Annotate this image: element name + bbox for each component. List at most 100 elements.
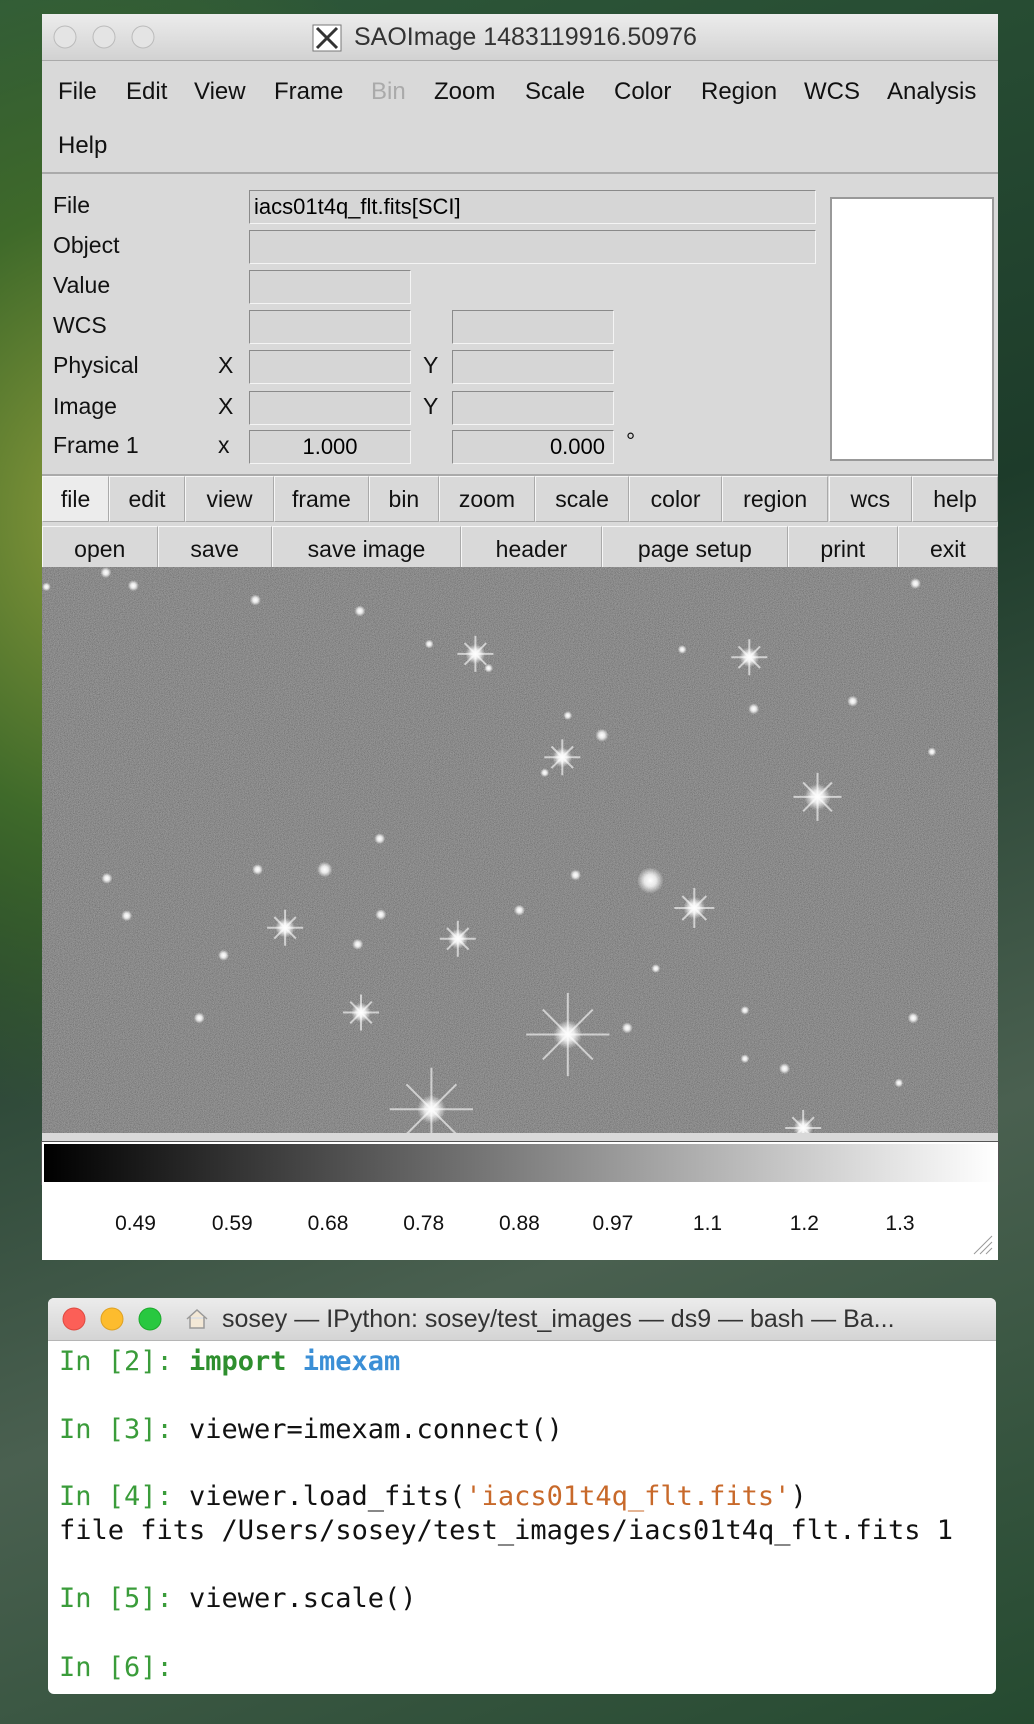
- menu-item[interactable]: Analysis: [887, 78, 977, 105]
- terminal-title: sosey — IPython: sosey/test_images — ds9…: [222, 1305, 895, 1333]
- star: [748, 703, 760, 715]
- field-label: Value: [53, 272, 111, 298]
- star: [465, 644, 486, 664]
- resize-grip[interactable]: [970, 1232, 994, 1256]
- text-field[interactable]: 1.000: [249, 430, 411, 464]
- axis-label: X: [218, 352, 234, 378]
- menu-item[interactable]: Help: [58, 132, 108, 159]
- text-field[interactable]: [452, 391, 614, 425]
- star: [683, 897, 706, 919]
- star: [218, 949, 229, 961]
- button[interactable]: open: [42, 526, 158, 572]
- button[interactable]: view: [185, 476, 275, 522]
- prompt: In [6]:: [59, 1652, 173, 1683]
- axis-label: Y: [423, 352, 439, 378]
- colorbar-tick-label: 0.78: [403, 1212, 445, 1235]
- menu-item[interactable]: File: [58, 78, 97, 105]
- field-label: WCS: [53, 312, 107, 338]
- axis-label: x: [218, 432, 230, 458]
- text-field[interactable]: [249, 391, 411, 425]
- button[interactable]: edit: [109, 476, 185, 522]
- field-label: Frame 1: [53, 432, 139, 458]
- x11-icon: [312, 24, 342, 52]
- terminal-line: In [5]: viewer.scale(): [59, 1583, 417, 1614]
- menu-item[interactable]: WCS: [804, 78, 860, 105]
- button[interactable]: save image: [271, 526, 462, 572]
- text-field[interactable]: [249, 310, 411, 344]
- text-field[interactable]: [249, 350, 411, 384]
- menu-item[interactable]: Frame: [274, 78, 344, 105]
- colorbar-scale: 0.49 0.59 0.68 0.78 0.88 0.97 1.1 1.2 1.3: [42, 1184, 998, 1260]
- text-field[interactable]: 0.000: [452, 430, 614, 464]
- menu-item[interactable]: View: [194, 78, 246, 105]
- button[interactable]: help: [912, 476, 998, 522]
- star: [375, 909, 387, 921]
- menu-item[interactable]: Zoom: [434, 78, 496, 105]
- button[interactable]: frame: [274, 476, 369, 522]
- button[interactable]: header: [461, 526, 602, 572]
- menu-item[interactable]: Bin: [371, 78, 406, 105]
- star: [621, 1022, 633, 1034]
- field-label: Object: [53, 232, 120, 258]
- code-token: ): [790, 1481, 807, 1512]
- colorbar-tick-label: 0.49: [115, 1212, 156, 1235]
- terminal-title-bar: sosey — IPython: sosey/test_images — ds9…: [48, 1298, 996, 1341]
- star: [847, 695, 859, 707]
- menu-item[interactable]: Color: [614, 78, 672, 105]
- terminal-line: In [3]: viewer=imexam.connect(): [59, 1414, 563, 1445]
- button[interactable]: wcs: [828, 476, 913, 522]
- colorbar: [41, 1141, 999, 1185]
- star: [894, 1078, 904, 1088]
- star: [317, 861, 333, 878]
- star: [484, 663, 493, 673]
- unit-label: °: [626, 428, 636, 454]
- star: [447, 928, 468, 949]
- ds9-window: SAOImage 1483119916.50976 File Edit View Fr…: [41, 14, 999, 1260]
- star: [252, 864, 264, 875]
- star: [101, 872, 113, 884]
- colorbar-tick-label: 0.88: [498, 1212, 540, 1235]
- code-token: viewer=imexam.connect(): [188, 1414, 563, 1445]
- title-bar: SAOImage 1483119916.50976: [42, 14, 998, 61]
- star: [193, 1012, 205, 1024]
- code-token: imexam: [302, 1346, 401, 1377]
- text-field[interactable]: [249, 270, 411, 304]
- terminal-content: In [2]: import imexam In [3]: viewer=imexam.…: [59, 1346, 989, 1686]
- code-token: viewer.load_fits(: [188, 1481, 466, 1512]
- window-title: SAOImage 1483119916.50976: [354, 23, 697, 51]
- menu-item[interactable]: Scale: [525, 78, 586, 105]
- star: [351, 1002, 371, 1023]
- menu-item[interactable]: Region: [701, 78, 778, 105]
- home-icon: [186, 1308, 208, 1329]
- image-display: [42, 567, 998, 1133]
- star: [127, 580, 139, 592]
- star: [552, 747, 573, 768]
- terminal-line: In [2]: import imexam: [59, 1346, 400, 1377]
- button[interactable]: zoom: [439, 476, 535, 522]
- text-field[interactable]: [249, 230, 816, 264]
- button[interactable]: region: [721, 476, 829, 522]
- menu-item[interactable]: Edit: [126, 78, 168, 105]
- button[interactable]: exit: [897, 526, 998, 572]
- button[interactable]: scale: [534, 476, 630, 522]
- window-buttons[interactable]: [52, 24, 162, 50]
- text-field[interactable]: [452, 350, 614, 384]
- colorbar-tick-label: 1.3: [885, 1212, 915, 1235]
- button[interactable]: save: [157, 526, 272, 572]
- star: [677, 645, 687, 654]
- traffic-lights[interactable]: [58, 1306, 168, 1332]
- info-panel: File iacs01t4q_flt.fits[SCI] Object Value WC…: [42, 174, 998, 476]
- button[interactable]: color: [629, 476, 722, 522]
- button[interactable]: file: [42, 476, 110, 522]
- terminal-line: In [4]: viewer.load_fits('iacs01t4q_flt.f…: [59, 1481, 807, 1512]
- button[interactable]: page setup: [601, 526, 788, 572]
- button[interactable]: bin: [368, 476, 440, 522]
- text-field[interactable]: [452, 310, 614, 344]
- star: [793, 1118, 814, 1133]
- button[interactable]: print: [787, 526, 898, 572]
- code-token: viewer.scale(): [188, 1583, 417, 1614]
- star: [417, 1095, 446, 1124]
- text-field[interactable]: iacs01t4q_flt.fits[SCI]: [249, 190, 816, 224]
- prompt: In [4]:: [59, 1481, 173, 1512]
